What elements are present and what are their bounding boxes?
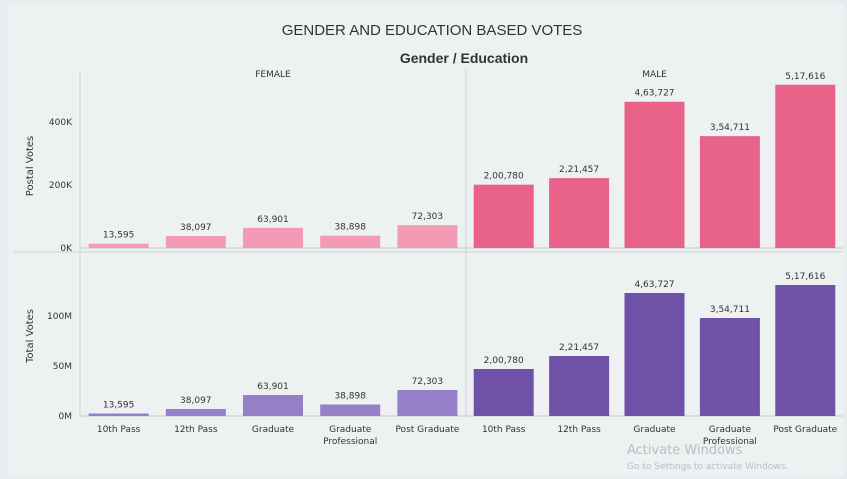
y-axis-title-total-votes: Total Votes (25, 309, 36, 364)
bar-postal-votes-male-4 (775, 84, 836, 248)
data-label: 38,898 (334, 392, 366, 402)
bar-total-votes-male-4 (775, 285, 836, 416)
x-tick-label: 10th Pass (482, 425, 526, 435)
y-tick-label: 200K (49, 181, 73, 191)
x-tick-label: 12th Pass (174, 425, 218, 435)
data-label: 13,595 (103, 401, 135, 411)
bar-total-votes-female-4 (397, 390, 458, 416)
x-tick-label: Professional (323, 437, 377, 447)
data-label: 2,00,780 (484, 356, 524, 366)
bar-total-votes-female-0 (88, 413, 149, 416)
data-label: 63,901 (257, 382, 289, 392)
bar-postal-votes-male-0 (473, 184, 534, 248)
data-label: 5,17,616 (785, 272, 825, 282)
data-label: 2,21,457 (559, 343, 599, 353)
data-label: 4,63,727 (634, 89, 674, 99)
x-tick-label: Graduate (329, 425, 372, 435)
data-label: 38,097 (180, 396, 212, 406)
y-tick-label: 50M (53, 362, 72, 372)
y-axis-title-postal-votes: Postal Votes (25, 136, 36, 196)
bar-total-votes-female-1 (165, 409, 226, 416)
x-tick-label: Post Graduate (773, 425, 837, 435)
x-tick-label: Graduate (633, 425, 676, 435)
bar-total-votes-male-2 (624, 293, 685, 416)
x-tick-label: Professional (703, 437, 757, 447)
dashboard-title: GENDER AND EDUCATION BASED VOTES (282, 22, 583, 39)
y-tick-label: 0K (60, 244, 73, 254)
x-tick-label: Post Graduate (395, 425, 459, 435)
data-label: 3,54,711 (710, 305, 750, 315)
bar-postal-votes-male-3 (699, 136, 760, 248)
bar-postal-votes-female-2 (243, 227, 303, 248)
y-tick-label: 400K (49, 118, 73, 128)
plot-area: FEMALE MALE Postal Votes 0K 200K 400K 13,595 38… (14, 70, 843, 447)
data-label: 38,097 (180, 223, 212, 233)
data-label: 2,21,457 (559, 165, 599, 175)
bar-total-votes-male-3 (699, 318, 760, 416)
y-tick-label: 0M (59, 412, 73, 422)
group-header-female: FEMALE (255, 70, 291, 80)
bar-total-votes-male-0 (473, 369, 534, 416)
data-label: 3,54,711 (710, 123, 750, 133)
data-label: 72,303 (412, 212, 444, 222)
bar-postal-votes-female-0 (88, 243, 149, 248)
bar-postal-votes-male-1 (549, 178, 610, 248)
data-label: 63,901 (257, 215, 289, 225)
x-tick-label: 12th Pass (557, 425, 601, 435)
x-tick-label: Graduate (252, 425, 295, 435)
watermark-subtitle: Go to Settings to activate Windows. (627, 462, 788, 472)
data-label: 38,898 (334, 223, 366, 233)
data-label: 4,63,727 (634, 280, 674, 290)
bar-postal-votes-female-3 (320, 235, 381, 248)
bar-postal-votes-female-1 (165, 235, 226, 248)
watermark-title: Activate Windows (627, 443, 743, 458)
data-label: 72,303 (412, 377, 444, 387)
x-tick-label: Graduate (709, 425, 752, 435)
data-label: 2,00,780 (484, 172, 524, 182)
bar-total-votes-male-1 (549, 356, 610, 416)
dashboard-subtitle: Gender / Education (400, 50, 528, 66)
data-label: 13,595 (103, 231, 135, 241)
y-tick-label: 100M (47, 312, 72, 322)
bar-total-votes-female-2 (243, 395, 303, 416)
bar-total-votes-female-3 (320, 404, 381, 416)
x-tick-label: 10th Pass (97, 425, 141, 435)
data-label: 5,17,616 (785, 72, 825, 82)
bar-postal-votes-female-4 (397, 225, 458, 248)
bar-postal-votes-male-2 (624, 101, 685, 248)
group-header-male: MALE (642, 70, 667, 80)
